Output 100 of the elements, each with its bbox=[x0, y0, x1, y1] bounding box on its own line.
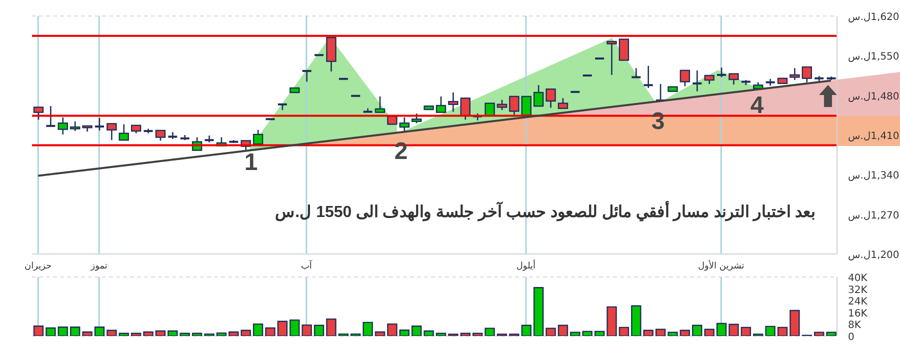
candlestick bbox=[509, 96, 520, 116]
bar bbox=[46, 327, 56, 336]
y-tick-label: 24K bbox=[848, 296, 868, 308]
bar bbox=[460, 332, 470, 336]
bar bbox=[558, 324, 568, 336]
candlestick bbox=[618, 38, 630, 61]
bar bbox=[130, 332, 142, 336]
candlestick bbox=[692, 70, 702, 92]
bar bbox=[618, 326, 630, 336]
candlestick bbox=[252, 129, 264, 145]
bar bbox=[472, 332, 483, 336]
bar bbox=[436, 332, 446, 336]
bar bbox=[546, 328, 556, 336]
x-tick-label: آب bbox=[300, 259, 312, 272]
candlestick bbox=[644, 65, 653, 89]
annotation: بعد اختبار الترند مسار أفقي مائل للصعود حسب آخر جلسة والهدف الى 1550 ل.س bbox=[275, 203, 815, 222]
bar bbox=[570, 332, 580, 336]
bar bbox=[484, 328, 495, 336]
candlestick bbox=[680, 70, 690, 87]
candlestick bbox=[302, 70, 312, 82]
bar bbox=[740, 326, 752, 336]
bar bbox=[216, 332, 227, 336]
bar bbox=[594, 330, 605, 336]
y-tick-label: 1,200ل.س bbox=[848, 250, 900, 261]
annotation: 2 bbox=[394, 138, 408, 165]
bar bbox=[374, 331, 386, 336]
candlestick bbox=[717, 66, 726, 78]
x-tick-label: أيلول bbox=[516, 259, 536, 272]
candlestick bbox=[728, 73, 739, 86]
candlestick bbox=[521, 96, 532, 116]
bar bbox=[533, 287, 544, 336]
candlestick bbox=[484, 102, 495, 116]
bar bbox=[180, 332, 190, 336]
bar bbox=[655, 328, 666, 336]
candlestick bbox=[412, 112, 422, 124]
bar bbox=[814, 332, 824, 336]
candlestick bbox=[533, 84, 544, 107]
bar bbox=[765, 326, 776, 336]
x-tick-label: تموز bbox=[90, 261, 108, 272]
y-tick-label: 1,480ل.س bbox=[848, 91, 900, 102]
candlestick bbox=[94, 117, 104, 132]
y-tick-label: 1,340ل.س bbox=[848, 170, 900, 182]
bar bbox=[424, 330, 434, 336]
bar bbox=[606, 306, 617, 336]
bar bbox=[399, 330, 410, 336]
candlestick bbox=[70, 120, 80, 132]
bar bbox=[302, 324, 312, 336]
annotation: 3 bbox=[651, 108, 665, 135]
annotation: 4 bbox=[750, 92, 764, 119]
bar bbox=[728, 324, 739, 336]
bar bbox=[680, 330, 690, 336]
bar bbox=[33, 326, 44, 336]
y-tick-label: 1,410ل.س bbox=[848, 131, 900, 142]
candlestick bbox=[558, 98, 568, 110]
bar bbox=[314, 324, 324, 336]
candlestick bbox=[33, 106, 44, 120]
x-tick-label: حزيران bbox=[24, 261, 52, 272]
candlestick bbox=[399, 116, 410, 132]
y-tick-label: 16K bbox=[848, 308, 868, 320]
y-tick-label: 1,550ل.س bbox=[848, 52, 900, 63]
bar bbox=[668, 332, 678, 336]
candlestick bbox=[790, 67, 800, 81]
annotation: 1 bbox=[244, 149, 258, 176]
bar bbox=[582, 330, 592, 336]
bar bbox=[265, 327, 276, 336]
bar bbox=[704, 328, 714, 336]
y-tick-label: 0 bbox=[848, 332, 854, 343]
y-tick-label: 40K bbox=[848, 273, 868, 284]
candlestick bbox=[326, 36, 336, 72]
bar bbox=[106, 330, 117, 336]
bar bbox=[326, 318, 336, 336]
candlestick bbox=[546, 88, 556, 108]
bar bbox=[168, 330, 178, 336]
bar bbox=[155, 330, 166, 336]
y-tick-label: 8K bbox=[848, 320, 862, 332]
candlestick bbox=[46, 105, 56, 127]
bar bbox=[387, 323, 398, 336]
bar bbox=[82, 331, 92, 336]
candlestick bbox=[58, 116, 68, 136]
candlestick bbox=[632, 67, 641, 78]
x-tick-label: تشرين الأول bbox=[698, 259, 745, 272]
y-tick-label: 1,620ل.س bbox=[848, 12, 900, 23]
candlestick bbox=[155, 130, 166, 142]
bar bbox=[70, 326, 80, 336]
y-tick-label: 32K bbox=[848, 284, 868, 296]
bar bbox=[277, 320, 288, 336]
bar bbox=[521, 324, 532, 336]
candlestick bbox=[448, 92, 458, 112]
candlestick bbox=[802, 66, 812, 83]
bar bbox=[412, 326, 422, 336]
candlestick bbox=[436, 96, 446, 113]
bar bbox=[826, 332, 836, 336]
candlestick bbox=[606, 40, 617, 76]
bar bbox=[362, 322, 373, 336]
candlestick bbox=[106, 123, 117, 141]
bar bbox=[790, 310, 800, 336]
bar bbox=[118, 332, 129, 336]
bar bbox=[143, 331, 154, 336]
candlestick bbox=[374, 96, 386, 113]
bar bbox=[252, 323, 264, 336]
